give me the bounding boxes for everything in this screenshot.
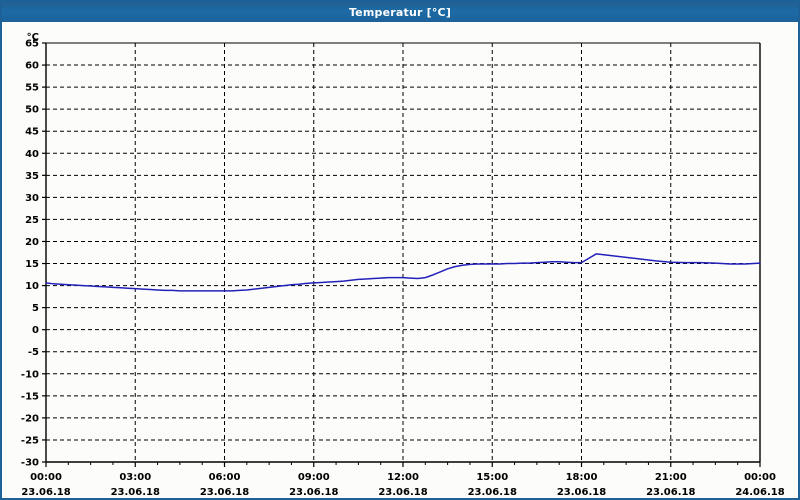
x-axis-time-label: 00:00 bbox=[30, 472, 62, 483]
x-axis-date-label: 23.06.18 bbox=[557, 487, 606, 498]
plot-body: 65 60 55 50 45 40 35 30 25 20 15 10 5 0 -5 -10 -15 -20 -25… bbox=[2, 22, 798, 498]
temperature-line-chart: 65605550454035302520151050-5-10-15-20-25… bbox=[21, 32, 785, 498]
y-axis-tick-label: -20 bbox=[21, 413, 39, 424]
x-axis-time-label: 03:00 bbox=[119, 472, 151, 483]
title-bar: Temperatur [°C] bbox=[2, 2, 798, 22]
y-axis-tick-label: 40 bbox=[25, 149, 39, 160]
y-axis-tick-label: 65 bbox=[25, 39, 39, 50]
x-axis-time-label: 06:00 bbox=[209, 472, 241, 483]
y-axis-tick-label: 0 bbox=[32, 325, 39, 336]
x-axis-date-label: 23.06.18 bbox=[646, 487, 695, 498]
x-axis-time-label: 00:00 bbox=[744, 472, 776, 483]
x-axis-time-label: 18:00 bbox=[566, 472, 598, 483]
y-axis-tick-label: 50 bbox=[25, 105, 39, 116]
y-axis-tick-label: 30 bbox=[25, 193, 39, 204]
x-axis-date-label: 24.06.18 bbox=[735, 487, 784, 498]
y-axis-tick-label: 5 bbox=[32, 303, 39, 314]
y-axis-tick-label: -5 bbox=[28, 347, 39, 358]
y-axis-tick-label: 25 bbox=[25, 215, 39, 226]
x-axis-date-label: 23.06.18 bbox=[21, 487, 70, 498]
x-axis-time-label: 09:00 bbox=[298, 472, 330, 483]
y-axis-tick-label: -15 bbox=[21, 391, 39, 402]
x-axis-time-label: 21:00 bbox=[655, 472, 687, 483]
y-axis-tick-label: 45 bbox=[25, 127, 39, 138]
x-axis-date-label: 23.06.18 bbox=[289, 487, 338, 498]
series-layer bbox=[45, 253, 761, 292]
x-axis-time-label: 12:00 bbox=[387, 472, 419, 483]
y-axis-tick-label: 15 bbox=[25, 259, 39, 270]
y-axis-tick-label: -10 bbox=[21, 369, 39, 380]
y-axis-unit-label: °C bbox=[27, 32, 39, 43]
y-axis-tick-label: 35 bbox=[25, 171, 39, 182]
axis-ticks-layer bbox=[42, 42, 761, 467]
y-axis-tick-label: -25 bbox=[21, 435, 39, 446]
y-axis-tick-label: -30 bbox=[21, 458, 39, 469]
grid-layer bbox=[46, 42, 760, 462]
x-axis-date-label: 23.06.18 bbox=[200, 487, 249, 498]
y-axis-tick-label: 20 bbox=[25, 237, 39, 248]
x-axis-time-label: 15:00 bbox=[476, 472, 508, 483]
x-axis-date-label: 23.06.18 bbox=[468, 487, 517, 498]
y-axis-tick-label: 55 bbox=[25, 83, 39, 94]
x-axis-date-label: 23.06.18 bbox=[378, 487, 427, 498]
y-axis-tick-label: 60 bbox=[25, 61, 39, 72]
axis-labels-layer: 65605550454035302520151050-5-10-15-20-25… bbox=[21, 32, 785, 498]
temperature-series-line bbox=[45, 253, 761, 292]
y-axis-tick-label: 10 bbox=[25, 281, 39, 292]
page-title: Temperatur [°C] bbox=[348, 5, 452, 19]
x-axis-date-label: 23.06.18 bbox=[111, 487, 160, 498]
